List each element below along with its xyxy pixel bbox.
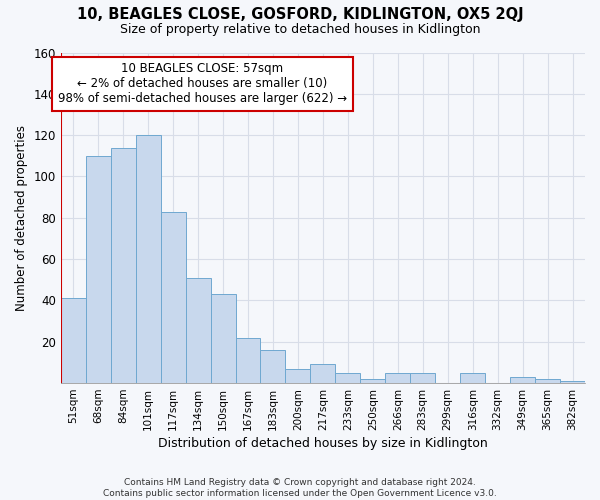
Bar [310,364,335,383]
Bar [535,379,560,383]
Bar [460,372,485,383]
Text: 10, BEAGLES CLOSE, GOSFORD, KIDLINGTON, OX5 2QJ: 10, BEAGLES CLOSE, GOSFORD, KIDLINGTON, … [77,8,523,22]
Bar [286,368,310,383]
Bar [385,372,410,383]
Bar [185,278,211,383]
Bar [335,372,361,383]
Bar [510,377,535,383]
Text: Contains HM Land Registry data © Crown copyright and database right 2024.
Contai: Contains HM Land Registry data © Crown c… [103,478,497,498]
Bar [111,148,136,383]
Bar [61,298,86,383]
Bar [86,156,111,383]
Text: 10 BEAGLES CLOSE: 57sqm
← 2% of detached houses are smaller (10)
98% of semi-det: 10 BEAGLES CLOSE: 57sqm ← 2% of detached… [58,62,347,106]
Bar [410,372,435,383]
Bar [211,294,236,383]
Y-axis label: Number of detached properties: Number of detached properties [15,125,28,311]
Bar [361,379,385,383]
Text: Size of property relative to detached houses in Kidlington: Size of property relative to detached ho… [120,22,480,36]
Bar [136,135,161,383]
Bar [236,338,260,383]
X-axis label: Distribution of detached houses by size in Kidlington: Distribution of detached houses by size … [158,437,488,450]
Bar [260,350,286,383]
Bar [161,212,185,383]
Bar [560,381,585,383]
